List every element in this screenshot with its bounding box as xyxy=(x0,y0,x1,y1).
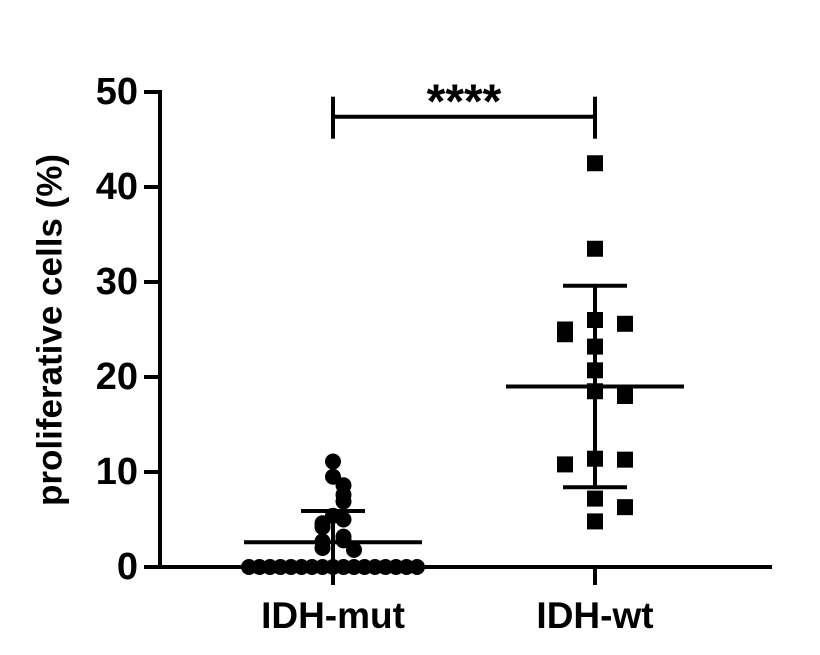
y-tick-label: 0 xyxy=(117,546,138,588)
data-point xyxy=(325,453,341,470)
x-tick-label: IDH-mut xyxy=(261,595,405,636)
data-point xyxy=(557,456,573,473)
data-point xyxy=(587,490,603,507)
y-tick-label: 40 xyxy=(96,166,138,208)
data-point xyxy=(587,312,603,328)
x-tick-label: IDH-wt xyxy=(536,595,653,636)
y-tick-label: 10 xyxy=(96,451,138,493)
data-point xyxy=(587,155,603,172)
data-point xyxy=(587,338,603,355)
data-point xyxy=(557,326,573,343)
significance-label: **** xyxy=(427,75,502,128)
data-point xyxy=(409,559,425,575)
data-point xyxy=(587,450,603,467)
y-axis-label: proliferative cells (%) xyxy=(30,154,69,506)
data-point xyxy=(314,519,331,536)
data-point xyxy=(241,559,257,575)
data-point xyxy=(617,315,633,332)
data-point xyxy=(587,383,603,400)
y-tick-label: 50 xyxy=(96,71,138,113)
data-point xyxy=(335,532,352,549)
data-point xyxy=(587,240,603,257)
data-point xyxy=(617,388,633,404)
data-point xyxy=(617,499,633,516)
data-point xyxy=(617,451,633,468)
y-tick-label: 20 xyxy=(96,356,138,398)
y-tick-label: 30 xyxy=(96,261,138,303)
data-point xyxy=(335,511,352,528)
data-point xyxy=(587,513,603,530)
data-point xyxy=(587,362,603,379)
data-point xyxy=(314,540,331,556)
data-point xyxy=(346,541,362,558)
data-point xyxy=(335,493,352,510)
